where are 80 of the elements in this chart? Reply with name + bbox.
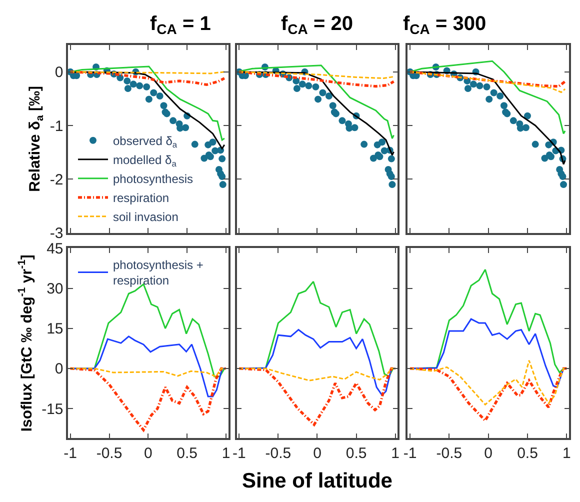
point	[559, 173, 566, 180]
y-tick-label: -15	[42, 400, 64, 418]
chart-title: f$_{CA}$ = 20	[281, 13, 353, 38]
point	[325, 92, 332, 100]
y-tick-label: -1	[50, 118, 64, 135]
chart-title: f$_{CA}$ = 300	[403, 13, 486, 38]
legend-label: observed δ$_{a}$	[113, 134, 178, 150]
point	[522, 124, 530, 132]
y-tick-label: 0	[54, 64, 64, 82]
point	[483, 83, 490, 90]
point	[136, 82, 144, 90]
legend-label: soil invasion	[113, 210, 178, 224]
legend-label: respiration	[113, 191, 170, 206]
point	[145, 96, 152, 103]
point	[130, 80, 137, 88]
x-tick-label: -0.5	[96, 444, 122, 462]
point	[378, 138, 386, 146]
x-tick-label: 1	[562, 444, 571, 462]
point	[464, 84, 472, 92]
point	[124, 77, 131, 84]
point	[305, 82, 312, 90]
point	[219, 181, 226, 188]
point	[293, 84, 300, 92]
point	[351, 124, 358, 132]
y-tick-label: 45	[46, 240, 64, 258]
point	[143, 83, 150, 90]
point	[388, 173, 395, 180]
x-tick-label: 1	[391, 444, 400, 462]
point	[319, 89, 326, 96]
point	[524, 112, 531, 120]
point	[191, 140, 198, 148]
x-tick-label: 0.5	[517, 444, 538, 462]
y-tick-label: 30	[46, 280, 64, 298]
x-tick-label: -1	[403, 444, 417, 462]
point	[486, 96, 493, 103]
point	[218, 155, 226, 162]
y-tick-label: -2	[50, 171, 64, 188]
point	[388, 181, 396, 188]
point	[329, 102, 336, 110]
point	[298, 80, 306, 88]
legend-label: photosynthesis + respiration	[113, 258, 204, 288]
legend-label: photosynthesis	[113, 172, 194, 186]
x-tick-label: -0.5	[265, 444, 292, 462]
point	[160, 102, 168, 110]
point	[560, 181, 568, 188]
point	[209, 138, 216, 146]
point	[388, 155, 395, 162]
point	[532, 140, 539, 148]
point	[218, 173, 226, 180]
y-tick-label: 0	[54, 360, 64, 378]
point	[312, 83, 320, 90]
x-tick-label: -1	[232, 444, 246, 462]
point	[360, 140, 368, 148]
point	[124, 84, 132, 92]
chart-title: f$_{CA}$ = 1	[150, 13, 211, 38]
point	[510, 117, 517, 124]
line-series	[69, 367, 228, 432]
point	[150, 89, 158, 96]
point	[156, 92, 164, 100]
point	[476, 82, 484, 90]
x-tick-label: 0.5	[346, 444, 367, 462]
x-tick-label: 1	[222, 444, 230, 462]
x-tick-label: 0.5	[176, 444, 198, 462]
y-tick-label: -3	[50, 225, 64, 242]
x-tick-label: -0.5	[436, 444, 462, 462]
x-tick-label: 0	[144, 444, 152, 462]
point	[470, 80, 477, 88]
legend-label: modelled δ$_{a}$	[113, 153, 177, 169]
point	[314, 96, 322, 103]
point	[338, 117, 346, 124]
x-tick-label: 0	[313, 444, 322, 462]
line-series	[70, 368, 227, 378]
x-tick-label: 0	[484, 444, 493, 462]
x-axis-title: Sine of latitude	[242, 469, 393, 492]
point	[496, 92, 504, 100]
point	[490, 89, 498, 96]
y-tick-label: 15	[46, 320, 64, 338]
point	[170, 117, 177, 124]
point	[500, 102, 508, 110]
point	[182, 124, 190, 132]
